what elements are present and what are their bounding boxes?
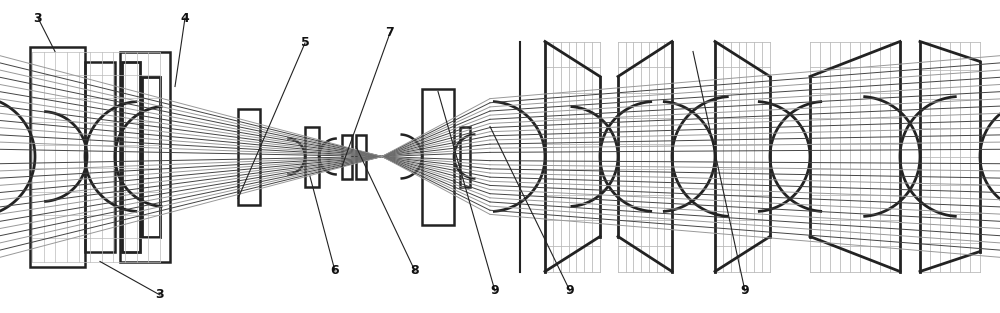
Text: 9: 9 xyxy=(741,285,749,297)
Text: 3: 3 xyxy=(156,289,164,301)
Bar xyxy=(305,126,319,187)
Bar xyxy=(460,126,470,187)
Text: 8: 8 xyxy=(411,264,419,278)
Bar xyxy=(122,61,140,252)
Bar xyxy=(238,109,260,204)
Bar xyxy=(85,61,115,252)
Text: 6: 6 xyxy=(331,264,339,278)
Text: 7: 7 xyxy=(386,27,394,39)
Bar xyxy=(30,47,85,266)
Text: 3: 3 xyxy=(34,12,42,24)
Bar xyxy=(342,135,352,178)
Text: 9: 9 xyxy=(566,285,574,297)
Bar xyxy=(356,135,366,178)
Bar xyxy=(120,52,170,261)
Text: 9: 9 xyxy=(491,285,499,297)
Bar xyxy=(142,76,160,237)
Text: 4: 4 xyxy=(181,12,189,24)
Text: 5: 5 xyxy=(301,37,309,49)
Bar xyxy=(422,89,454,224)
